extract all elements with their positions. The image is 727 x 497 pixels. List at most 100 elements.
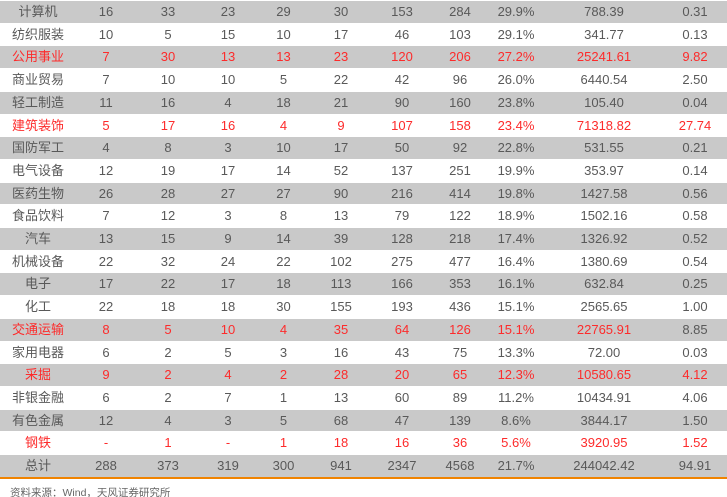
value-cell: 17 xyxy=(76,272,136,296)
value-cell: 13.3% xyxy=(487,340,545,364)
value-cell: 27 xyxy=(200,181,256,205)
value-cell: 128 xyxy=(371,227,433,251)
value-cell: - xyxy=(200,431,256,455)
value-cell: 3 xyxy=(200,204,256,228)
value-cell: 1502.16 xyxy=(545,204,663,228)
table-row: 商业贸易 7 10 10 5 22 42 96 26.0% 6440.54 2.50 xyxy=(0,68,727,92)
value-cell: 8.6% xyxy=(487,408,545,432)
value-cell: 16 xyxy=(311,340,371,364)
value-cell: 15 xyxy=(200,22,256,46)
value-cell: 0.13 xyxy=(663,22,727,46)
value-cell: 373 xyxy=(136,454,200,477)
value-cell: 531.55 xyxy=(545,136,663,160)
value-cell: 23 xyxy=(311,45,371,69)
value-cell: 21 xyxy=(311,90,371,115)
value-cell: 9.82 xyxy=(663,45,727,69)
value-cell: 1 xyxy=(256,385,311,410)
industry-label: 商业贸易 xyxy=(0,68,76,92)
industry-label: 医药生物 xyxy=(0,181,76,205)
value-cell: 25241.61 xyxy=(545,45,663,69)
value-cell: 10434.91 xyxy=(545,385,663,410)
value-cell: 6 xyxy=(76,340,136,364)
value-cell: 102 xyxy=(311,249,371,273)
value-cell: 13 xyxy=(200,45,256,69)
value-cell: 47 xyxy=(371,408,433,432)
value-cell: 14 xyxy=(256,158,311,183)
value-cell: 2347 xyxy=(371,454,433,477)
value-cell: 27.74 xyxy=(663,113,727,137)
value-cell: 5.6% xyxy=(487,431,545,455)
value-cell: 126 xyxy=(433,317,487,342)
table-row: 医药生物 26 28 27 27 90 216 414 19.8% 1427.58 0.56 xyxy=(0,181,727,205)
value-cell: 72.00 xyxy=(545,340,663,364)
value-cell: 353 xyxy=(433,272,487,296)
value-cell: 52 xyxy=(311,158,371,183)
value-cell: 20 xyxy=(371,363,433,387)
value-cell: 16 xyxy=(371,431,433,455)
value-cell: 3 xyxy=(256,340,311,364)
value-cell: 8 xyxy=(256,204,311,228)
value-cell: 4 xyxy=(76,136,136,160)
value-cell: 1 xyxy=(136,431,200,455)
value-cell: 68 xyxy=(311,408,371,432)
value-cell: 12 xyxy=(76,408,136,432)
value-cell: 27 xyxy=(256,181,311,205)
industry-label: 建筑装饰 xyxy=(0,113,76,137)
value-cell: 19 xyxy=(136,158,200,183)
value-cell: 16 xyxy=(136,90,200,115)
value-cell: 23.8% xyxy=(487,90,545,115)
value-cell: 3 xyxy=(200,408,256,432)
value-cell: 26 xyxy=(76,181,136,205)
value-cell: 96 xyxy=(433,68,487,92)
industry-table-body: 计算机 16 33 23 29 30 153 284 29.9% 788.39 0.31 纺织服装 10… xyxy=(0,0,727,477)
value-cell: 29 xyxy=(256,0,311,24)
value-cell: 2 xyxy=(136,340,200,364)
table-row: 钢铁 -1-1 18 16 36 5.6% 3920.95 1.52 xyxy=(0,431,727,455)
value-cell: 10 xyxy=(136,68,200,92)
industry-label: 国防军工 xyxy=(0,136,76,160)
value-cell: 10580.65 xyxy=(545,363,663,387)
value-cell: 10 xyxy=(200,68,256,92)
industry-table-wrap: 计算机 16 33 23 29 30 153 284 29.9% 788.39 0.31 纺织服装 10… xyxy=(0,0,727,479)
value-cell: 9 xyxy=(200,227,256,251)
value-cell: 15.1% xyxy=(487,317,545,342)
industry-label: 纺织服装 xyxy=(0,22,76,46)
value-cell: 0.25 xyxy=(663,272,727,296)
value-cell: 6 xyxy=(76,385,136,410)
value-cell: 28 xyxy=(136,181,200,205)
value-cell: 17 xyxy=(311,22,371,46)
value-cell: 43 xyxy=(371,340,433,364)
value-cell: 35 xyxy=(311,317,371,342)
value-cell: 2 xyxy=(136,363,200,387)
value-cell: 17 xyxy=(200,158,256,183)
table-row: 采掘 9 2 4 2 28 20 65 12.3% 10580.65 4.12 xyxy=(0,363,727,387)
value-cell: 251 xyxy=(433,158,487,183)
table-row: 交通运输 8 5 10 4 35 64 126 15.1% 22765.91 8.85 xyxy=(0,317,727,342)
value-cell: 1.52 xyxy=(663,431,727,455)
value-cell: 5 xyxy=(256,68,311,92)
value-cell: 4 xyxy=(200,90,256,115)
value-cell: 10 xyxy=(200,317,256,342)
value-cell: 4 xyxy=(256,317,311,342)
value-cell: 414 xyxy=(433,181,487,205)
value-cell: 284 xyxy=(433,0,487,24)
value-cell: 17 xyxy=(200,272,256,296)
value-cell: 28 xyxy=(311,363,371,387)
value-cell: 12.3% xyxy=(487,363,545,387)
value-cell: 1326.92 xyxy=(545,227,663,251)
value-cell: 17 xyxy=(311,136,371,160)
value-cell: 7 xyxy=(76,204,136,228)
value-cell: 0.03 xyxy=(663,340,727,364)
value-cell: 1 xyxy=(256,431,311,455)
value-cell: 17 xyxy=(136,113,200,137)
value-cell: 15.1% xyxy=(487,295,545,319)
value-cell: 18 xyxy=(200,295,256,319)
value-cell: 16.4% xyxy=(487,249,545,273)
table-row: 化工 22 18 18 30 155 193 436 15.1% 2565.65 1.00 xyxy=(0,295,727,319)
value-cell: 4 xyxy=(256,113,311,137)
industry-label: 钢铁 xyxy=(0,431,76,455)
value-cell: 60 xyxy=(371,385,433,410)
value-cell: 218 xyxy=(433,227,487,251)
value-cell: 14 xyxy=(256,227,311,251)
table-row: 电气设备 12 19 17 14 52 137 251 19.9% 353.97 0.14 xyxy=(0,158,727,183)
